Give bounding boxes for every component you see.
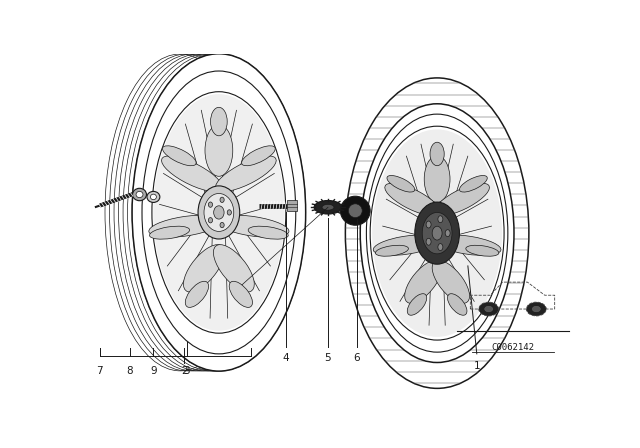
- Text: C0062142: C0062142: [491, 343, 534, 352]
- Ellipse shape: [136, 191, 143, 198]
- Ellipse shape: [404, 260, 442, 303]
- Ellipse shape: [445, 230, 450, 237]
- Ellipse shape: [216, 156, 276, 192]
- Ellipse shape: [322, 204, 334, 210]
- Ellipse shape: [466, 246, 499, 256]
- Ellipse shape: [372, 129, 502, 337]
- Text: 9: 9: [150, 366, 157, 376]
- Ellipse shape: [432, 226, 442, 240]
- Ellipse shape: [242, 146, 275, 166]
- Ellipse shape: [376, 246, 408, 256]
- Ellipse shape: [426, 238, 431, 245]
- Circle shape: [526, 302, 546, 316]
- Ellipse shape: [209, 202, 212, 207]
- Ellipse shape: [447, 294, 467, 315]
- Ellipse shape: [348, 204, 362, 218]
- Text: 4: 4: [282, 353, 289, 363]
- Text: 8: 8: [126, 366, 133, 376]
- Ellipse shape: [198, 186, 240, 239]
- Circle shape: [479, 302, 499, 316]
- Text: 6: 6: [353, 353, 360, 363]
- Ellipse shape: [213, 245, 254, 292]
- Ellipse shape: [366, 114, 508, 352]
- Ellipse shape: [220, 222, 224, 228]
- Ellipse shape: [435, 235, 501, 255]
- Ellipse shape: [424, 155, 450, 202]
- Ellipse shape: [360, 104, 514, 362]
- Ellipse shape: [214, 206, 224, 219]
- Ellipse shape: [346, 78, 529, 388]
- Ellipse shape: [370, 126, 504, 340]
- Circle shape: [484, 306, 493, 312]
- Text: 3: 3: [183, 366, 190, 376]
- Ellipse shape: [430, 142, 444, 166]
- Ellipse shape: [387, 176, 415, 192]
- Ellipse shape: [460, 176, 487, 192]
- Ellipse shape: [132, 188, 147, 201]
- Ellipse shape: [211, 108, 227, 136]
- Ellipse shape: [314, 201, 342, 214]
- Ellipse shape: [385, 183, 440, 215]
- Text: 5: 5: [324, 353, 330, 363]
- Ellipse shape: [149, 215, 221, 237]
- Ellipse shape: [152, 92, 286, 333]
- Ellipse shape: [150, 194, 156, 200]
- Ellipse shape: [373, 235, 439, 255]
- Ellipse shape: [220, 197, 224, 202]
- Ellipse shape: [426, 221, 431, 228]
- Ellipse shape: [209, 218, 212, 223]
- Ellipse shape: [153, 94, 285, 331]
- Ellipse shape: [150, 226, 189, 239]
- Text: 7: 7: [97, 366, 103, 376]
- Ellipse shape: [229, 281, 252, 307]
- Text: 1: 1: [474, 361, 480, 371]
- Ellipse shape: [184, 245, 225, 292]
- Ellipse shape: [161, 156, 222, 192]
- Ellipse shape: [163, 146, 196, 166]
- Ellipse shape: [216, 215, 289, 237]
- Ellipse shape: [248, 226, 288, 239]
- Ellipse shape: [132, 54, 306, 371]
- Ellipse shape: [142, 71, 296, 354]
- Ellipse shape: [147, 191, 160, 202]
- Ellipse shape: [438, 244, 443, 250]
- Ellipse shape: [227, 210, 232, 215]
- FancyBboxPatch shape: [287, 200, 297, 211]
- Ellipse shape: [438, 216, 443, 223]
- Ellipse shape: [422, 212, 452, 254]
- Circle shape: [532, 306, 540, 312]
- Ellipse shape: [407, 294, 427, 315]
- Ellipse shape: [432, 260, 470, 303]
- Ellipse shape: [415, 202, 460, 264]
- Text: 2: 2: [181, 366, 188, 376]
- Ellipse shape: [340, 196, 370, 225]
- Ellipse shape: [204, 194, 234, 232]
- Ellipse shape: [205, 125, 233, 177]
- Ellipse shape: [186, 281, 209, 307]
- Ellipse shape: [435, 183, 490, 215]
